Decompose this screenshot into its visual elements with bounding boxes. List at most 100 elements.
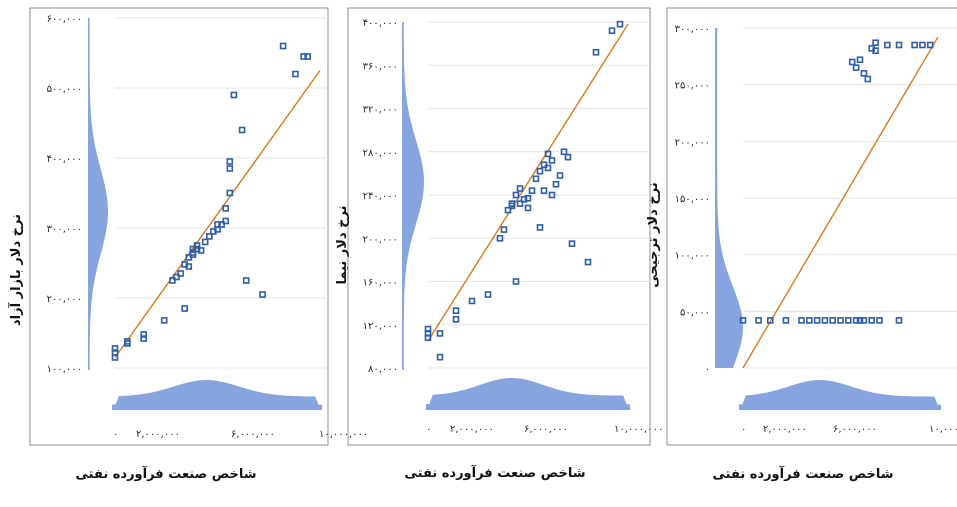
chart-panel-preferential: ۳۰۰,۰۰۰ ۲۵۰,۰۰۰ ۲۰۰,۰۰۰ ۱۵۰,۰۰۰ ۱۰۰,۰۰۰ ۵۰,۰۰… — [645, 0, 957, 507]
data-point — [516, 200, 524, 207]
data-point — [848, 58, 856, 66]
data-point — [222, 217, 229, 225]
data-point — [189, 249, 197, 256]
data-point — [508, 202, 516, 210]
data-point — [436, 330, 444, 337]
x-tick-label: ۱۰,۰۰۰,۰۰۰ — [929, 424, 957, 435]
data-point — [124, 338, 131, 345]
data-point — [860, 70, 868, 77]
data-point — [552, 180, 560, 188]
data-point — [806, 317, 813, 324]
y-tick-label: ۲۰۰,۰۰۰ — [47, 294, 82, 305]
y-tick-label: ۲۰۰,۰۰۰ — [363, 234, 398, 245]
data-point — [798, 317, 805, 324]
data-point — [226, 165, 234, 172]
data-point — [111, 345, 119, 352]
x-tick-label: ۰ — [426, 424, 431, 435]
data-point — [868, 317, 875, 324]
plot-frame — [347, 7, 651, 446]
x-density-shape — [739, 380, 941, 410]
plot-frame — [29, 7, 329, 446]
data-point — [837, 317, 844, 324]
data-point — [926, 41, 934, 49]
y-tick-label: ۱۲۰,۰۰۰ — [363, 321, 398, 332]
data-point — [218, 221, 225, 228]
x-axis-title: شاخص صنعت فرآورده نفتی — [712, 467, 894, 482]
trendline — [742, 36, 939, 369]
y-tick-label: ۲۴۰,۰۰۰ — [363, 191, 398, 202]
data-point — [767, 317, 774, 324]
data-point — [829, 317, 836, 324]
x-tick-label: ۶,۰۰۰,۰۰۰ — [524, 424, 568, 435]
data-point — [169, 277, 176, 284]
data-point — [884, 41, 891, 49]
data-point — [536, 224, 544, 231]
x-axis-title: شاخص صنعت فرآورده نفتی — [75, 467, 257, 482]
data-point — [872, 39, 879, 47]
y-tick-label: ۴۰۰,۰۰۰ — [47, 154, 82, 165]
y-tick-label: ۵۰۰,۰۰۰ — [47, 84, 82, 95]
y-tick-label: ۱۶۰,۰۰۰ — [363, 278, 398, 289]
data-point — [452, 307, 460, 314]
data-point — [895, 41, 903, 49]
x-density-shape — [426, 378, 630, 410]
data-point — [845, 317, 852, 324]
data-point — [177, 270, 184, 277]
y-density-shape — [715, 28, 743, 368]
data-point — [864, 75, 872, 83]
data-point — [512, 278, 520, 285]
x-tick-label: ۱۰,۰۰۰,۰۰۰ — [319, 429, 368, 440]
data-point — [544, 164, 552, 172]
data-point — [193, 245, 201, 253]
chart-panel-nima: ۴۰۰,۰۰۰ ۳۶۰,۰۰۰ ۳۲۰,۰۰۰ ۲۸۰,۰۰۰ ۲۴۰,۰۰۰ ۲۰۰,۰… — [330, 0, 663, 507]
data-point — [201, 238, 209, 246]
x-tick-label: ۰ — [741, 424, 746, 435]
plot-frame — [666, 7, 957, 446]
data-point — [185, 263, 193, 270]
data-point — [755, 317, 762, 324]
data-point — [852, 64, 860, 71]
y-tick-label: ۳۰۰,۰۰۰ — [47, 224, 82, 235]
x-tick-label: ۰ — [113, 429, 118, 440]
data-point — [222, 205, 229, 212]
data-point — [739, 317, 747, 324]
chart-svg-nima: ۴۰۰,۰۰۰ ۳۶۰,۰۰۰ ۳۲۰,۰۰۰ ۲۸۰,۰۰۰ ۲۴۰,۰۰۰ ۲۰۰,۰… — [335, 7, 663, 446]
y-density-shape — [402, 22, 424, 370]
x-tick-label: ۲,۰۰۰,۰۰۰ — [450, 424, 494, 435]
y-tick-label: ۴۰۰,۰۰۰ — [363, 18, 398, 29]
data-point — [556, 172, 564, 179]
data-point — [548, 191, 556, 199]
data-point — [568, 240, 576, 247]
y-tick-label: ۳۲۰,۰۰۰ — [363, 105, 398, 116]
data-point — [496, 234, 504, 242]
data-point — [160, 317, 168, 324]
data-point — [140, 331, 147, 338]
data-point — [852, 317, 860, 324]
y-tick-label: ۲۵۰,۰۰۰ — [675, 81, 710, 92]
y-tick-label: ۲۰۰,۰۰۰ — [675, 137, 710, 148]
data-point — [540, 187, 548, 194]
data-point — [242, 277, 250, 284]
data-point — [592, 48, 600, 56]
y-tick-label: ۸۰,۰۰۰ — [368, 364, 398, 375]
chart-svg-preferential: ۳۰۰,۰۰۰ ۲۵۰,۰۰۰ ۲۰۰,۰۰۰ ۱۵۰,۰۰۰ ۱۰۰,۰۰۰ ۵۰,۰۰… — [646, 7, 957, 446]
data-point — [919, 41, 926, 49]
data-point — [520, 196, 528, 203]
data-point — [895, 317, 903, 324]
y-axis-title: نرخ دلار نیما — [335, 205, 350, 284]
data-point — [584, 258, 592, 266]
data-point — [504, 206, 512, 214]
data-point — [300, 53, 307, 60]
data-point — [238, 126, 246, 134]
x-axis-title: شاخص صنعت فرآورده نفتی — [404, 466, 586, 481]
data-point — [911, 41, 918, 49]
data-point — [856, 317, 864, 324]
data-point — [193, 242, 201, 249]
y-axis-title: نرخ دلار بازار آزاد — [7, 214, 24, 326]
y-tick-label: ۱۵۰,۰۰۰ — [675, 194, 710, 205]
data-point — [813, 317, 821, 324]
x-tick-label: ۶,۰۰۰,۰۰۰ — [231, 429, 275, 440]
y-tick-label: ۳۶۰,۰۰۰ — [363, 61, 398, 72]
trendline — [114, 70, 321, 358]
data-point — [189, 245, 197, 253]
